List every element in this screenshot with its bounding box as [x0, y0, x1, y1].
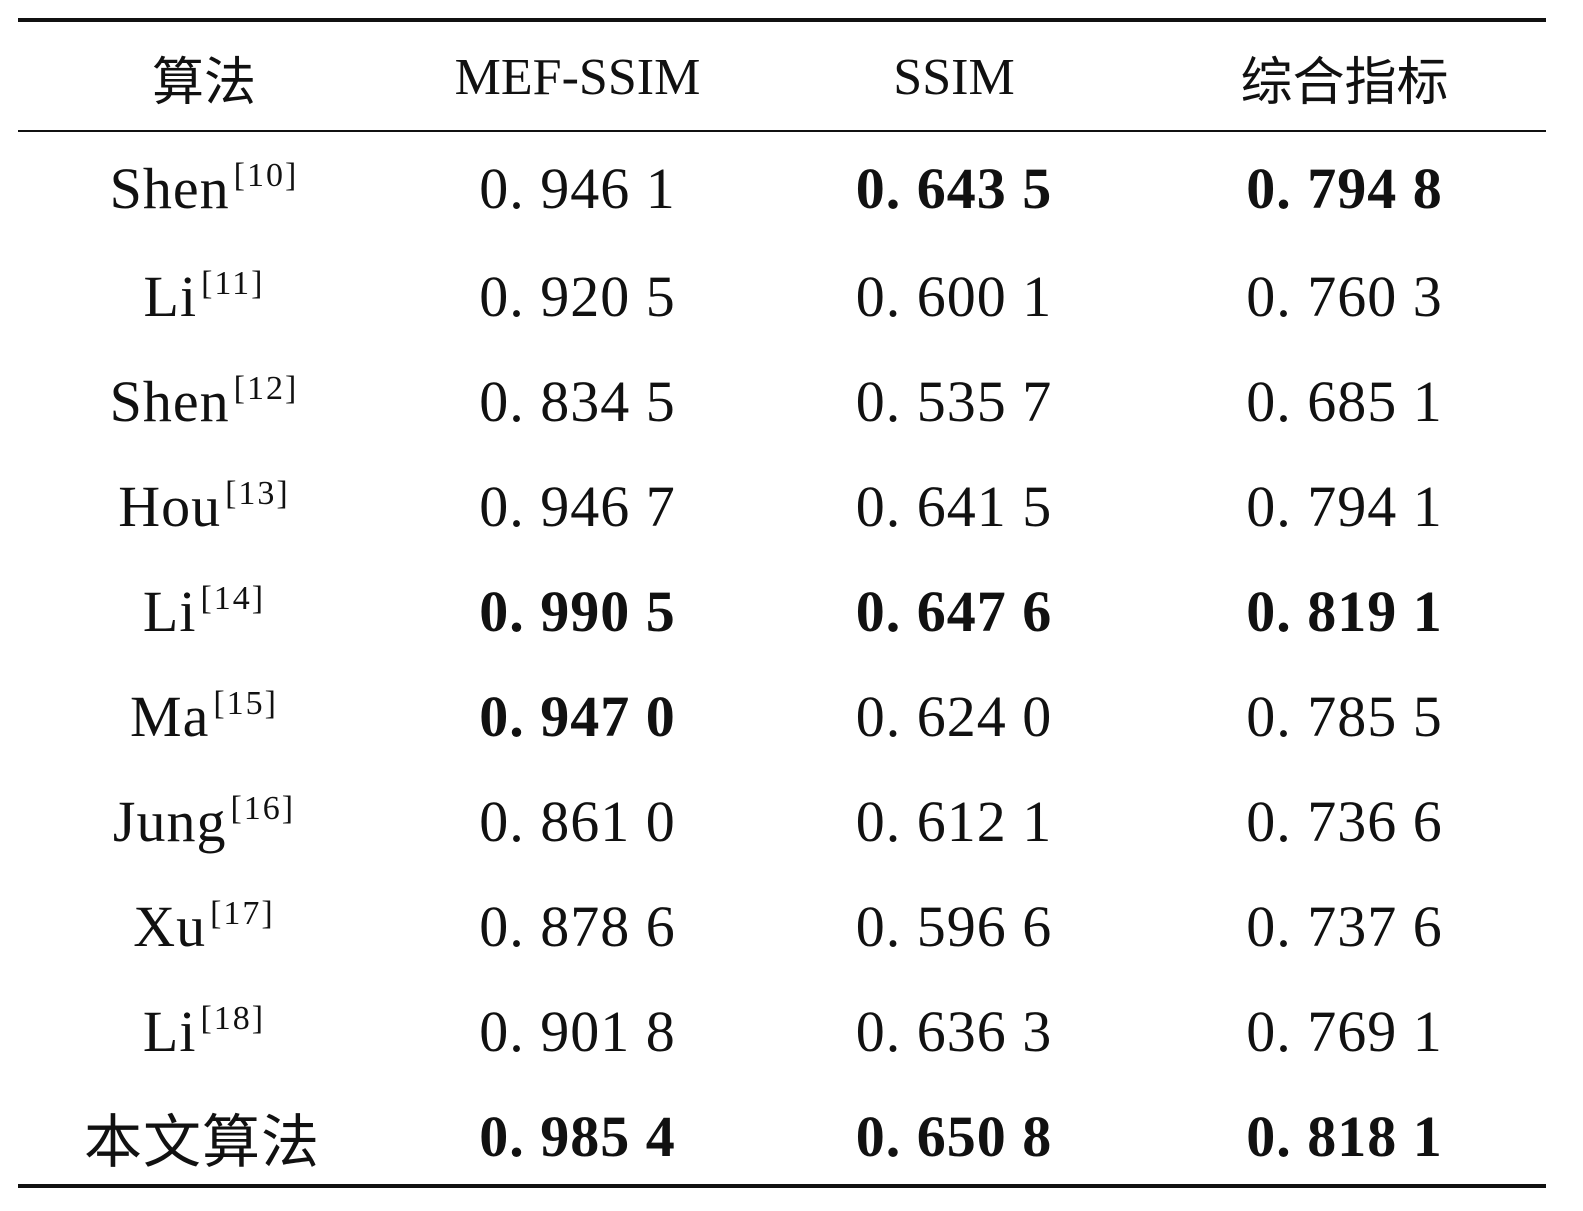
algorithm-cell: Xu [17] — [18, 874, 390, 979]
combined-index-cell: 0. 785 5 — [1246, 684, 1443, 749]
algorithm-name: Li — [143, 264, 198, 329]
table-row: Li [18] 0. 901 8 0. 636 3 0. 769 1 — [18, 979, 1546, 1084]
mef-ssim-cell: 0. 985 4 — [479, 1104, 676, 1169]
table-row: Jung [16] 0. 861 0 0. 612 1 0. 736 6 — [18, 769, 1546, 874]
mef-ssim-cell: 0. 946 7 — [479, 474, 676, 539]
table-row: Xu [17] 0. 878 6 0. 596 6 0. 737 6 — [18, 874, 1546, 979]
algorithm-name: Li — [142, 579, 197, 644]
mef-ssim-cell: 0. 901 8 — [479, 999, 676, 1064]
mef-ssim-cell: 0. 990 5 — [479, 579, 676, 644]
algorithm-name: Shen — [109, 155, 230, 221]
header-mef-ssim: MEF-SSIM — [454, 48, 701, 106]
reference-marker: [14] — [200, 580, 266, 617]
reference-marker: [13] — [225, 475, 290, 512]
header-combined-index: 综合指标 — [1240, 54, 1449, 112]
ssim-cell: 0. 600 1 — [855, 264, 1053, 329]
table-row: Shen [10] 0. 946 1 0. 643 5 0. 794 8 — [18, 132, 1546, 244]
algorithm-cell: Li [11] — [18, 244, 390, 349]
reference-marker: [16] — [230, 790, 296, 827]
algorithm-name: Xu — [133, 894, 207, 959]
ssim-cell: 0. 647 6 — [855, 579, 1053, 644]
header-ssim: SSIM — [893, 48, 1015, 106]
algorithm-cell: 本文算法 — [18, 1084, 390, 1189]
combined-index-cell: 0. 737 6 — [1246, 894, 1443, 959]
algorithm-cell: Shen [10] — [18, 132, 390, 244]
table-row: Shen [12] 0. 834 5 0. 535 7 0. 685 1 — [18, 349, 1546, 454]
header-rule — [18, 130, 1546, 132]
mef-ssim-cell: 0. 946 1 — [479, 155, 676, 221]
algorithm-cell: Ma [15] — [18, 664, 390, 769]
algorithm-cell: Jung [16] — [18, 769, 390, 874]
ssim-cell: 0. 650 8 — [855, 1104, 1053, 1169]
ssim-cell: 0. 636 3 — [855, 999, 1053, 1064]
table-row: Hou [13] 0. 946 7 0. 641 5 0. 794 1 — [18, 454, 1546, 559]
reference-marker: [18] — [200, 1000, 266, 1037]
combined-index-cell: 0. 794 8 — [1246, 155, 1443, 221]
header-algorithm: 算法 — [151, 54, 256, 112]
mef-ssim-cell: 0. 878 6 — [479, 894, 676, 959]
reference-marker: [10] — [233, 156, 299, 194]
algorithm-name: Ma — [130, 684, 210, 749]
algorithm-name: Jung — [112, 789, 227, 854]
ssim-cell: 0. 612 1 — [855, 789, 1053, 854]
table-row: 本文算法 0. 985 4 0. 650 8 0. 818 1 — [18, 1084, 1546, 1189]
ssim-cell: 0. 535 7 — [855, 369, 1053, 434]
results-table: 算法 MEF-SSIM SSIM 综合指标 Shen [10] 0. 946 1 … — [18, 22, 1546, 1189]
ssim-cell: 0. 643 5 — [855, 155, 1053, 221]
bottom-rule — [18, 1184, 1546, 1188]
mef-ssim-cell: 0. 834 5 — [479, 369, 676, 434]
mef-ssim-cell: 0. 947 0 — [479, 684, 676, 749]
algorithm-name: 本文算法 — [83, 1109, 320, 1175]
table-row: Ma [15] 0. 947 0 0. 624 0 0. 785 5 — [18, 664, 1546, 769]
ssim-cell: 0. 596 6 — [855, 894, 1053, 959]
combined-index-cell: 0. 685 1 — [1246, 369, 1443, 434]
algorithm-name: Hou — [118, 474, 222, 539]
table-row: Li [14] 0. 990 5 0. 647 6 0. 819 1 — [18, 559, 1546, 664]
reference-marker: [17] — [210, 895, 275, 932]
algorithm-cell: Hou [13] — [18, 454, 390, 559]
algorithm-cell: Li [18] — [18, 979, 390, 1084]
table-body: Shen [10] 0. 946 1 0. 643 5 0. 794 8 Li [1… — [18, 132, 1546, 1189]
algorithm-name: Shen — [109, 369, 230, 434]
reference-marker: [11] — [201, 265, 265, 302]
combined-index-cell: 0. 769 1 — [1246, 999, 1443, 1064]
ssim-cell: 0. 624 0 — [855, 684, 1053, 749]
combined-index-cell: 0. 736 6 — [1246, 789, 1443, 854]
header-row: 算法 MEF-SSIM SSIM 综合指标 — [18, 22, 1546, 132]
results-table-container: 算法 MEF-SSIM SSIM 综合指标 Shen [10] 0. 946 1 … — [18, 18, 1546, 1191]
mef-ssim-cell: 0. 920 5 — [479, 264, 676, 329]
algorithm-cell: Shen [12] — [18, 349, 390, 454]
ssim-cell: 0. 641 5 — [855, 474, 1053, 539]
algorithm-cell: Li [14] — [18, 559, 390, 664]
top-rule — [18, 18, 1546, 22]
reference-marker: [12] — [233, 370, 299, 407]
combined-index-cell: 0. 760 3 — [1246, 264, 1443, 329]
algorithm-name: Li — [142, 999, 197, 1064]
combined-index-cell: 0. 794 1 — [1246, 474, 1443, 539]
mef-ssim-cell: 0. 861 0 — [479, 789, 676, 854]
reference-marker: [15] — [213, 685, 278, 722]
table-row: Li [11] 0. 920 5 0. 600 1 0. 760 3 — [18, 244, 1546, 349]
combined-index-cell: 0. 819 1 — [1246, 579, 1443, 644]
combined-index-cell: 0. 818 1 — [1246, 1104, 1443, 1169]
